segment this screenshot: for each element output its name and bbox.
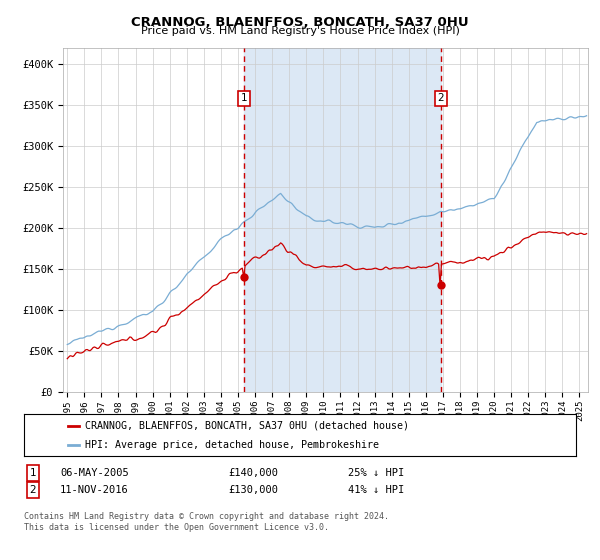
Text: HPI: Average price, detached house, Pembrokeshire: HPI: Average price, detached house, Pemb… [85,440,379,450]
Text: Contains HM Land Registry data © Crown copyright and database right 2024.
This d: Contains HM Land Registry data © Crown c… [24,512,389,532]
Text: 2: 2 [437,94,444,104]
Text: 06-MAY-2005: 06-MAY-2005 [60,468,129,478]
Text: 1: 1 [241,94,247,104]
Text: 25% ↓ HPI: 25% ↓ HPI [348,468,404,478]
Text: 2: 2 [29,485,37,495]
Text: Price paid vs. HM Land Registry's House Price Index (HPI): Price paid vs. HM Land Registry's House … [140,26,460,36]
Text: 11-NOV-2016: 11-NOV-2016 [60,485,129,495]
Text: £140,000: £140,000 [228,468,278,478]
Text: CRANNOG, BLAENFFOS, BONCATH, SA37 0HU (detached house): CRANNOG, BLAENFFOS, BONCATH, SA37 0HU (d… [85,421,409,431]
Text: £130,000: £130,000 [228,485,278,495]
Bar [244,48,440,392]
Text: CRANNOG, BLAENFFOS, BONCATH, SA37 0HU: CRANNOG, BLAENFFOS, BONCATH, SA37 0HU [131,16,469,29]
Text: 41% ↓ HPI: 41% ↓ HPI [348,485,404,495]
Text: 1: 1 [29,468,37,478]
